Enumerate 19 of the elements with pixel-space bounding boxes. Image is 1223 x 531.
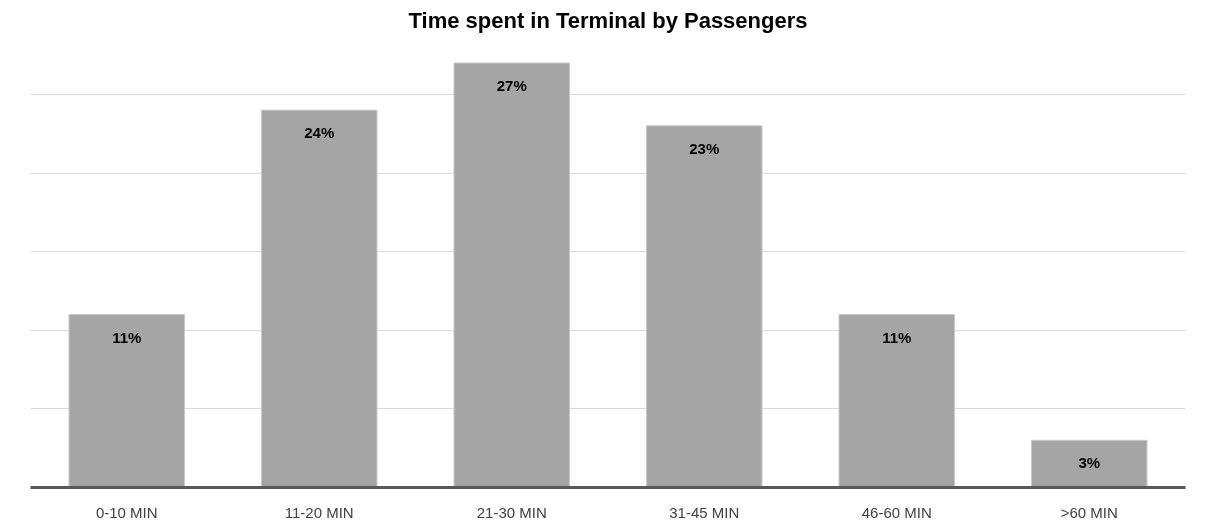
- bar: [453, 62, 570, 488]
- bar: [1031, 439, 1148, 488]
- data-label: 24%: [304, 124, 335, 142]
- data-label: 3%: [1078, 454, 1101, 472]
- chart-title: Time spent in Terminal by Passengers: [408, 7, 808, 33]
- bar: [838, 314, 955, 488]
- x-tick-label: 11-20 MIN: [284, 503, 354, 521]
- data-label: 27%: [496, 76, 527, 94]
- x-tick-label: >60 MIN: [1060, 503, 1118, 521]
- data-label: 23%: [689, 139, 720, 157]
- x-tick-label: 31-45 MIN: [669, 503, 740, 521]
- bar: [646, 125, 763, 488]
- bar: [68, 314, 185, 488]
- data-label: 11%: [112, 328, 142, 346]
- x-tick-label: 0-10 MIN: [95, 503, 158, 521]
- data-label: 11%: [882, 328, 912, 346]
- x-tick-label: 46-60 MIN: [861, 503, 932, 521]
- bar: [261, 109, 378, 488]
- x-tick-label: 21-30 MIN: [476, 503, 547, 521]
